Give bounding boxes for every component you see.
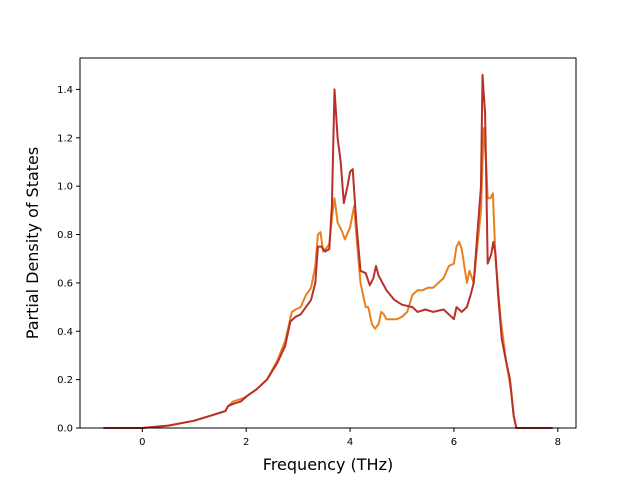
plot-frame — [79, 57, 577, 429]
series-line-2 — [103, 73, 553, 429]
plot-area — [80, 58, 576, 428]
x-axis-label: Frequency (THz) — [263, 455, 393, 474]
y-tick-label: 0.6 — [57, 278, 73, 289]
x-tick-label: 8 — [555, 437, 561, 448]
series-lines — [103, 73, 553, 429]
x-tick-label: 0 — [139, 437, 145, 448]
y-axis-label: Partial Density of States — [23, 147, 42, 339]
y-tick-label: 0.2 — [57, 375, 73, 386]
x-tick-label: 2 — [243, 437, 249, 448]
y-tick-label: 0.8 — [57, 230, 73, 241]
y-tick-label: 1.4 — [57, 85, 73, 96]
y-tick-label: 1.0 — [57, 182, 73, 193]
x-axis-ticks: 0 2 4 6 8 — [139, 428, 561, 448]
y-tick-label: 0.4 — [57, 327, 73, 338]
y-tick-label: 1.2 — [57, 133, 73, 144]
x-tick-label: 6 — [451, 437, 457, 448]
y-axis-ticks: 0.0 0.2 0.4 0.6 0.8 1.0 1.2 1.4 — [57, 85, 80, 435]
y-tick-label: 0.0 — [57, 424, 73, 435]
x-tick-label: 4 — [347, 437, 353, 448]
